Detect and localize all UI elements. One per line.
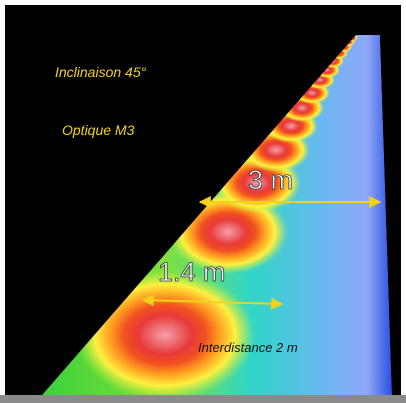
optics-label: Optique M3 xyxy=(62,122,135,138)
offset-label: 1.4 m xyxy=(158,257,226,287)
offset-arrow xyxy=(141,294,284,310)
bottom-bar xyxy=(0,395,406,403)
width-label: 3 m xyxy=(248,165,293,195)
spacing-label: Interdistance 2 m xyxy=(198,340,298,355)
inclination-label: Inclinaison 45° xyxy=(55,64,147,80)
